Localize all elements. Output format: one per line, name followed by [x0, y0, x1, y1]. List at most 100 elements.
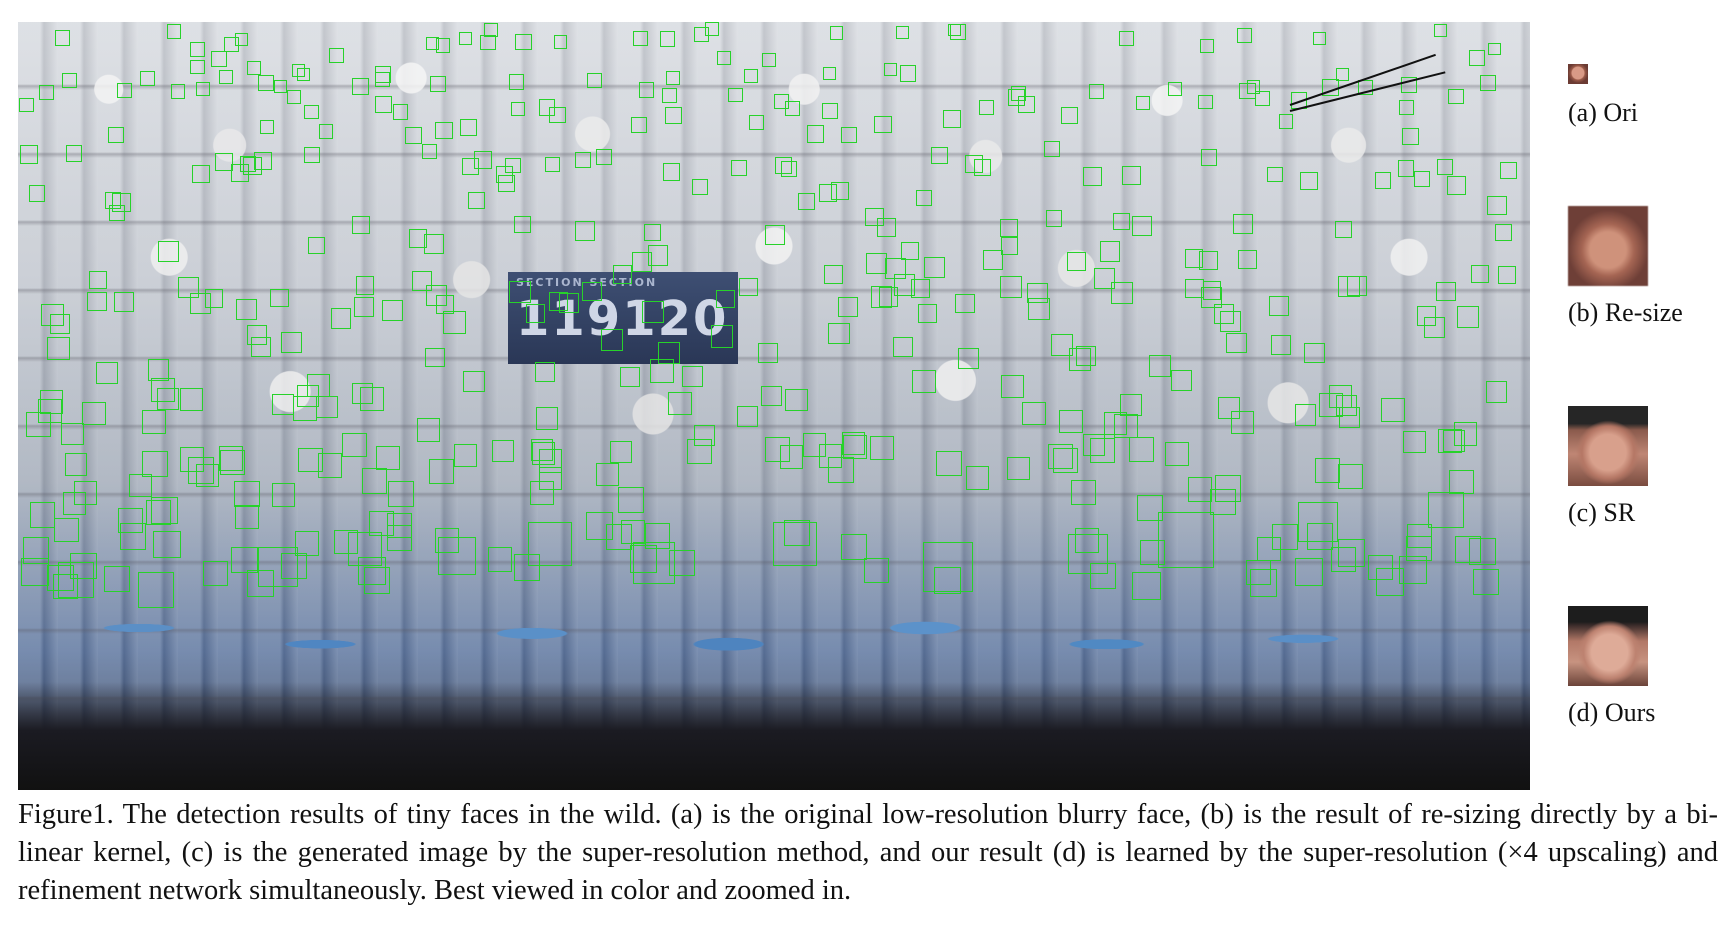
face-detection-box [1299, 171, 1319, 191]
face-detection-box [234, 32, 249, 47]
face-detection-box [357, 557, 386, 586]
face-detection-box [1468, 49, 1485, 67]
face-detection-box [638, 82, 654, 98]
face-detection-box [1401, 76, 1418, 94]
face-detection-box [965, 466, 990, 490]
face-detection-box [1200, 149, 1217, 166]
face-detection-box [294, 531, 320, 556]
face-detection-box [62, 73, 78, 89]
face-detection-box [539, 467, 563, 491]
face-detection-box [779, 444, 804, 469]
face-detection-box [526, 304, 545, 323]
face-detection-box [1294, 404, 1317, 426]
face-detection-box [1089, 437, 1116, 464]
face-detection-box [513, 215, 532, 233]
face-detection-box [1249, 569, 1277, 597]
face-detection-box [617, 486, 645, 514]
face-detection-box [864, 557, 890, 583]
face-detection-box [1270, 335, 1291, 356]
face-detection-box [515, 33, 532, 50]
face-detection-box [425, 285, 447, 307]
face-detection-box [65, 145, 83, 162]
face-detection-box [1239, 82, 1256, 99]
face-detection-box [1424, 316, 1446, 338]
face-detection-box [532, 442, 555, 466]
face-detection-box [549, 292, 568, 311]
face-detection-box [620, 519, 645, 544]
face-detection-box [798, 192, 816, 210]
face-detection-box [351, 215, 371, 235]
face-detection-box [142, 409, 167, 434]
face-detection-box [553, 35, 568, 49]
face-detection-box [29, 502, 56, 529]
face-detection-box [108, 127, 125, 143]
face-detection-box [693, 26, 709, 42]
face-detection-box [1446, 175, 1466, 195]
face-detection-box [595, 148, 612, 165]
face-detection-box [258, 547, 298, 587]
face-detection-box [170, 84, 186, 100]
face-detection-box [1094, 267, 1116, 289]
face-detection-box [158, 241, 179, 262]
face-detection-box [828, 322, 850, 345]
face-detection-box [1499, 161, 1518, 180]
face-detection-box [642, 301, 664, 323]
face-detection-box [202, 560, 229, 587]
face-detection-box [1434, 23, 1448, 37]
face-detection-box [146, 499, 172, 525]
face-detection-box [348, 532, 382, 566]
face-detection-box [1022, 401, 1046, 426]
face-detection-box [151, 377, 176, 402]
face-detection-box [1335, 394, 1357, 416]
face-detection-box [1381, 397, 1405, 422]
crowd-photo: SECTION SECTION 119120 [18, 22, 1530, 790]
face-detection-box [865, 252, 887, 274]
face-detection-box [544, 156, 560, 173]
face-detection-box [587, 72, 603, 88]
label-ori: (a) Ori [1568, 98, 1639, 127]
face-detection-box [1268, 296, 1289, 317]
face-detection-box [119, 523, 147, 551]
face-detection-box [1456, 305, 1479, 329]
face-detection-box [342, 432, 367, 458]
face-detection-box [664, 106, 682, 125]
face-detection-box [408, 228, 428, 248]
face-detection-box [1165, 441, 1190, 466]
face-detection-box [1337, 539, 1365, 567]
face-detection-box [840, 533, 867, 560]
face-detection-box [823, 67, 837, 81]
face-detection-box [292, 396, 318, 421]
face-detection-box [585, 512, 613, 540]
face-detection-box [246, 569, 275, 598]
face-detection-box [1246, 80, 1261, 94]
face-detection-box [818, 444, 843, 468]
face-detection-box [947, 23, 961, 37]
face-detection-box [103, 565, 130, 592]
face-detection-box [1339, 407, 1361, 429]
face-detection-box [204, 289, 224, 308]
face-detection-box [806, 125, 825, 143]
face-detection-box [595, 462, 620, 487]
face-detection-box [138, 572, 174, 608]
face-detection-box [1436, 282, 1456, 302]
face-detection-box [220, 449, 246, 475]
face-detection-box [46, 337, 70, 361]
face-detection-box [1437, 159, 1454, 176]
face-detection-box [434, 528, 460, 553]
face-detection-box [824, 265, 844, 285]
face-detection-box [1238, 250, 1257, 269]
face-detection-box [296, 384, 320, 408]
face-detection-box [1010, 85, 1026, 102]
face-detection-box [438, 537, 476, 575]
face-detection-box [1226, 332, 1247, 353]
face-detection-box [190, 293, 211, 314]
face-detection-box [535, 407, 559, 430]
face-detection-box [918, 304, 938, 324]
face-detection-box [117, 508, 143, 534]
face-detection-box [425, 36, 439, 50]
face-detection-box [1312, 32, 1327, 46]
face-detection-box [495, 165, 514, 184]
face-detection-box [1170, 370, 1192, 392]
face-detection-box [619, 367, 641, 388]
face-detection-box [1129, 436, 1155, 462]
